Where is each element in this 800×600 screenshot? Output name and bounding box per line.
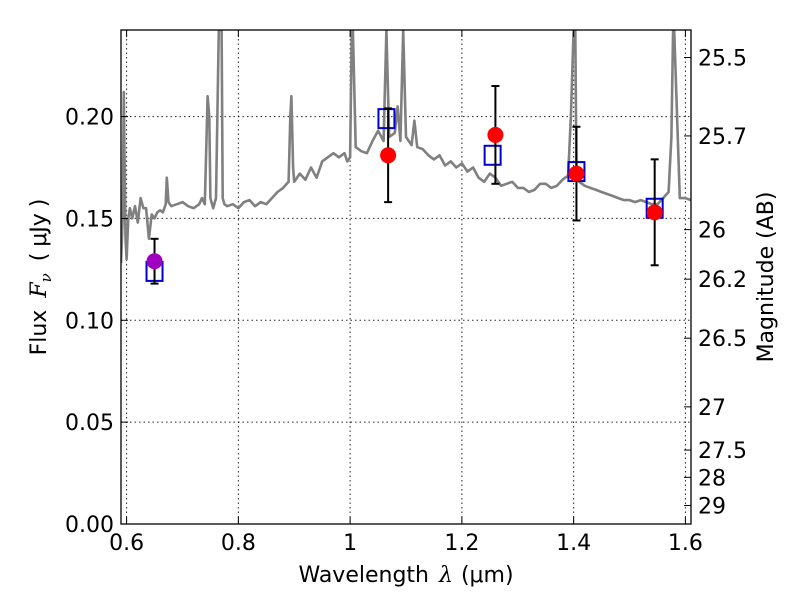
y2-tick-label: 26.2 bbox=[698, 268, 747, 293]
observed-photometry-point bbox=[146, 253, 163, 270]
x-tick-label: 1 bbox=[343, 531, 357, 556]
y2-axis-title: Magnitude (AB) bbox=[754, 192, 779, 363]
y-axis-title-f: F bbox=[27, 282, 52, 299]
x-axis-title-symbol: λ bbox=[438, 563, 453, 588]
x-tick-label: 0.8 bbox=[221, 531, 256, 556]
x-tick-label: 1.4 bbox=[556, 531, 591, 556]
y-axis-title-flux: Flux bbox=[27, 310, 52, 356]
x-tick-label: 1.6 bbox=[668, 531, 703, 556]
y-tick-label: 0.00 bbox=[65, 513, 114, 538]
x-tick-label: 0.6 bbox=[109, 531, 144, 556]
y2-tick-label: 26.5 bbox=[698, 327, 747, 352]
y-tick-label: 0.15 bbox=[65, 207, 114, 232]
data-layer bbox=[121, 30, 691, 285]
y-axis-title-unit: μJy bbox=[27, 213, 52, 247]
axis-ticks: 0.6 0.8 1 1.2 1.4 1.6 0.00 0.05 0.10 0.15 0.20 25.5… bbox=[65, 30, 747, 556]
y-tick-label: 0.20 bbox=[65, 106, 114, 131]
x-axis-title-text: Wavelength bbox=[298, 563, 429, 588]
y2-tick-label: 26 bbox=[698, 219, 726, 244]
y-tick-label: 0.10 bbox=[65, 309, 114, 334]
model-photometry-square bbox=[483, 144, 502, 166]
x-axis-title-unit: (μm) bbox=[461, 563, 514, 588]
y-axis-title-open-paren: ( bbox=[27, 253, 52, 262]
observed-photometry-point bbox=[380, 147, 397, 164]
observed-photometry-point bbox=[646, 204, 663, 221]
y2-tick-label: 27 bbox=[698, 396, 726, 421]
y2-tick-label: 25.7 bbox=[698, 125, 747, 150]
y2-tick-label: 27.5 bbox=[698, 439, 747, 464]
y-axis-title-close-paren: ) bbox=[27, 199, 52, 208]
plot-area bbox=[121, 30, 691, 285]
x-tick-label: 1.2 bbox=[444, 531, 479, 556]
y-tick-label: 0.05 bbox=[65, 411, 114, 436]
y-axis-title: Flux Fν ( μJy) bbox=[27, 199, 55, 356]
y-axis-title-nu: ν bbox=[37, 273, 55, 282]
y2-tick-label: 29 bbox=[698, 494, 726, 519]
observed-photometry-point bbox=[568, 165, 585, 182]
plot-frame bbox=[120, 29, 692, 525]
y2-tick-label: 28 bbox=[698, 466, 726, 491]
x-axis-title: Wavelength λ (μm) bbox=[298, 563, 513, 588]
y2-tick-label: 25.5 bbox=[698, 47, 747, 72]
observed-photometry-point bbox=[487, 126, 504, 143]
